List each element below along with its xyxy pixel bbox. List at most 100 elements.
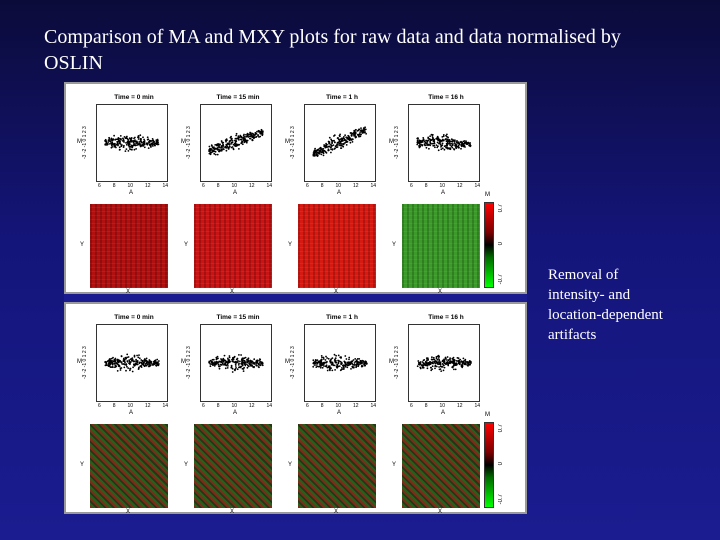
side-note-line: Removal of bbox=[548, 267, 619, 283]
image-x-axis-label: X bbox=[126, 509, 131, 515]
spatial-image-tile bbox=[402, 424, 480, 508]
ma-x-tick: 6 bbox=[98, 403, 101, 409]
ma-y-ticks: -3 -2 -1 0 1 2 3 bbox=[186, 126, 192, 160]
ma-x-tick: 8 bbox=[216, 183, 220, 189]
side-note-line: artifacts bbox=[548, 327, 597, 343]
colorbar-tick: 0 bbox=[498, 462, 504, 466]
ma-x-tick: 6 bbox=[306, 183, 309, 189]
ma-plot-title: Time = 15 min bbox=[216, 94, 260, 101]
ma-y-ticks: -3 -2 -1 0 1 2 3 bbox=[186, 346, 192, 380]
ma-x-tick: 8 bbox=[320, 183, 324, 189]
colorbar bbox=[484, 422, 494, 508]
image-y-axis-label: Y bbox=[288, 242, 293, 248]
ma-plot-title: Time = 0 min bbox=[114, 314, 154, 321]
ma-x-tick: 6 bbox=[410, 403, 413, 409]
ma-scatter-points bbox=[104, 353, 160, 373]
side-note-line: intensity- and bbox=[548, 287, 631, 303]
image-y-axis-label: Y bbox=[288, 462, 293, 468]
ma-x-tick: 12 bbox=[352, 403, 359, 409]
ma-scatter-points bbox=[208, 128, 264, 156]
ma-x-tick: 10 bbox=[335, 403, 341, 409]
ma-y-ticks: -3 -2 -1 0 1 2 3 bbox=[394, 346, 400, 380]
ma-scatter-points bbox=[104, 134, 160, 152]
ma-plot-frame bbox=[304, 324, 376, 402]
slide-title: Comparison of MA and MXY plots for raw d… bbox=[44, 26, 621, 74]
ma-plot: Time = 0 min M -3 -2 -1 0 1 2 3 6 8 10 12 14 A bbox=[76, 304, 180, 416]
ma-x-tick: 6 bbox=[202, 403, 205, 409]
ma-x-axis-label: A bbox=[337, 190, 342, 196]
ma-x-tick: 14 bbox=[370, 403, 376, 409]
ma-plot-title: Time = 16 h bbox=[428, 314, 464, 321]
ma-y-axis-label: M bbox=[77, 359, 82, 365]
colorbar-tick: -0.7 bbox=[498, 494, 504, 505]
ma-x-tick: 14 bbox=[266, 403, 272, 409]
image-y-axis-label: Y bbox=[184, 242, 189, 248]
ma-x-tick: 6 bbox=[98, 183, 101, 189]
colorbar-label: M bbox=[485, 192, 490, 198]
ma-scatter-points bbox=[416, 354, 472, 372]
ma-scatter-points bbox=[208, 354, 264, 373]
ma-scatter-points bbox=[312, 126, 367, 157]
ma-x-tick: 8 bbox=[424, 403, 428, 409]
ma-x-tick: 12 bbox=[248, 183, 255, 189]
ma-x-tick: 12 bbox=[456, 183, 463, 189]
image-y-axis-label: Y bbox=[184, 462, 189, 468]
ma-plot-frame bbox=[96, 104, 168, 182]
ma-plot: Time = 16 h M -3 -2 -1 0 1 2 3 6 8 10 12 14 A bbox=[388, 84, 492, 196]
colorbar bbox=[484, 202, 494, 288]
image-x-axis-label: X bbox=[126, 289, 131, 295]
spatial-image-tile bbox=[194, 424, 272, 508]
ma-plot: Time = 16 h M -3 -2 -1 0 1 2 3 6 8 10 12 14 A bbox=[388, 304, 492, 416]
ma-x-tick: 14 bbox=[370, 183, 376, 189]
ma-x-axis-label: A bbox=[337, 410, 342, 416]
spatial-image-tile bbox=[90, 424, 168, 508]
spatial-image-tile bbox=[298, 204, 376, 288]
ma-x-tick: 10 bbox=[127, 183, 133, 189]
ma-x-axis-label: A bbox=[441, 190, 446, 196]
ma-x-tick: 10 bbox=[439, 183, 445, 189]
ma-x-tick: 8 bbox=[112, 183, 116, 189]
ma-scatter-points bbox=[416, 133, 472, 152]
ma-x-tick: 8 bbox=[112, 403, 116, 409]
ma-x-tick: 12 bbox=[144, 183, 151, 189]
ma-x-tick: 10 bbox=[439, 403, 445, 409]
ma-x-ticks: 6 8 10 12 14 bbox=[306, 403, 376, 409]
image-y-axis-label: Y bbox=[392, 242, 397, 248]
ma-plot: Time = 15 min M -3 -2 -1 0 1 2 3 6 8 10 12 14 A bbox=[180, 304, 284, 416]
ma-x-tick: 14 bbox=[474, 183, 480, 189]
image-x-axis-label: X bbox=[438, 509, 443, 515]
spatial-image-tile bbox=[194, 204, 272, 288]
ma-y-axis-label: M bbox=[389, 359, 394, 365]
ma-plot-frame bbox=[96, 324, 168, 402]
ma-plot: Time = 1 h M -3 -2 -1 0 1 2 3 6 8 10 12 14 A bbox=[284, 84, 388, 196]
ma-x-ticks: 6 8 10 12 14 bbox=[410, 403, 480, 409]
ma-x-tick: 6 bbox=[410, 183, 413, 189]
ma-x-ticks: 6 8 10 12 14 bbox=[202, 183, 272, 189]
ma-plot: Time = 1 h M -3 -2 -1 0 1 2 3 6 8 10 12 14 A bbox=[284, 304, 388, 416]
ma-plot-title: Time = 1 h bbox=[326, 94, 358, 101]
raw-data-panel: Time = 0 min M -3 -2 -1 0 1 2 3 6 8 10 12 14 A Y X… bbox=[64, 82, 527, 296]
ma-x-tick: 6 bbox=[306, 403, 309, 409]
ma-x-ticks: 6 8 10 12 14 bbox=[98, 183, 168, 189]
ma-x-axis-label: A bbox=[129, 410, 134, 416]
ma-y-axis-label: M bbox=[285, 359, 290, 365]
colorbar-tick: -0.7 bbox=[498, 274, 504, 285]
ma-y-axis-label: M bbox=[285, 139, 290, 145]
ma-y-axis-label: M bbox=[77, 139, 82, 145]
ma-y-axis-label: M bbox=[181, 139, 186, 145]
ma-x-tick: 14 bbox=[474, 403, 480, 409]
ma-plot: Time = 0 min M -3 -2 -1 0 1 2 3 6 8 10 12 14 A bbox=[76, 84, 180, 196]
ma-plot-frame bbox=[200, 104, 272, 182]
ma-plot-title: Time = 16 h bbox=[428, 94, 464, 101]
colorbar-tick: 0.7 bbox=[498, 204, 504, 213]
ma-x-tick: 8 bbox=[424, 183, 428, 189]
spatial-image-tile bbox=[90, 204, 168, 288]
image-y-axis-label: Y bbox=[80, 462, 85, 468]
ma-x-ticks: 6 8 10 12 14 bbox=[410, 183, 480, 189]
